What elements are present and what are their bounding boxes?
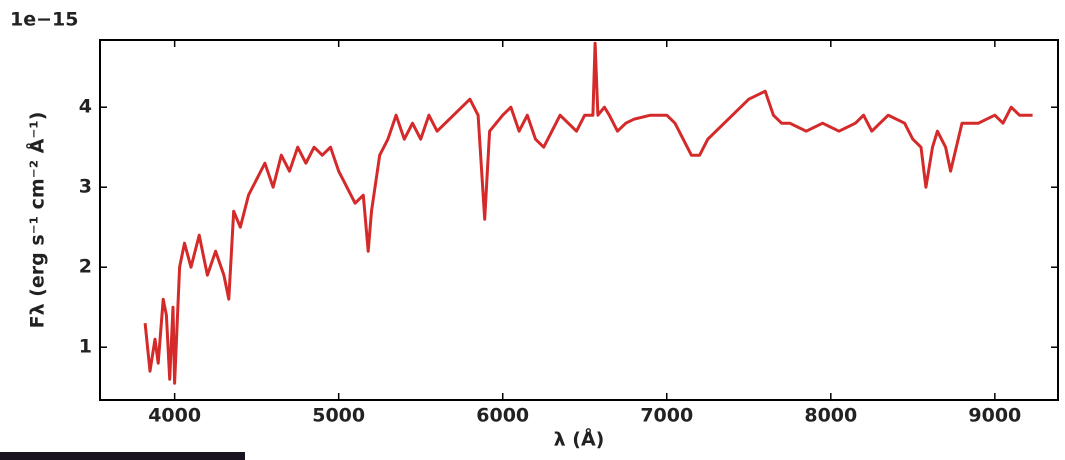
spectrum-line: [143, 41, 1033, 385]
x-tick-label: 8000: [804, 405, 857, 427]
cropped-image-edge: [0, 452, 245, 460]
y-axis-label: Fλ (erg s⁻¹ cm⁻² Å⁻¹): [25, 112, 49, 329]
y-tick-label: 4: [79, 96, 92, 118]
x-tick-label: 7000: [640, 405, 693, 427]
y-tick-label: 2: [79, 256, 92, 278]
x-tick-label: 5000: [312, 405, 365, 427]
plot-frame: [99, 39, 1059, 401]
x-tick-label: 4000: [148, 405, 201, 427]
y-tick-label: 1: [79, 336, 92, 358]
x-tick-label: 6000: [476, 405, 529, 427]
x-axis-label: λ (Å): [554, 427, 605, 451]
y-offset-label: 1e−15: [10, 9, 78, 31]
y-tick-label: 3: [79, 176, 92, 198]
x-tick-label: 9000: [968, 405, 1021, 427]
